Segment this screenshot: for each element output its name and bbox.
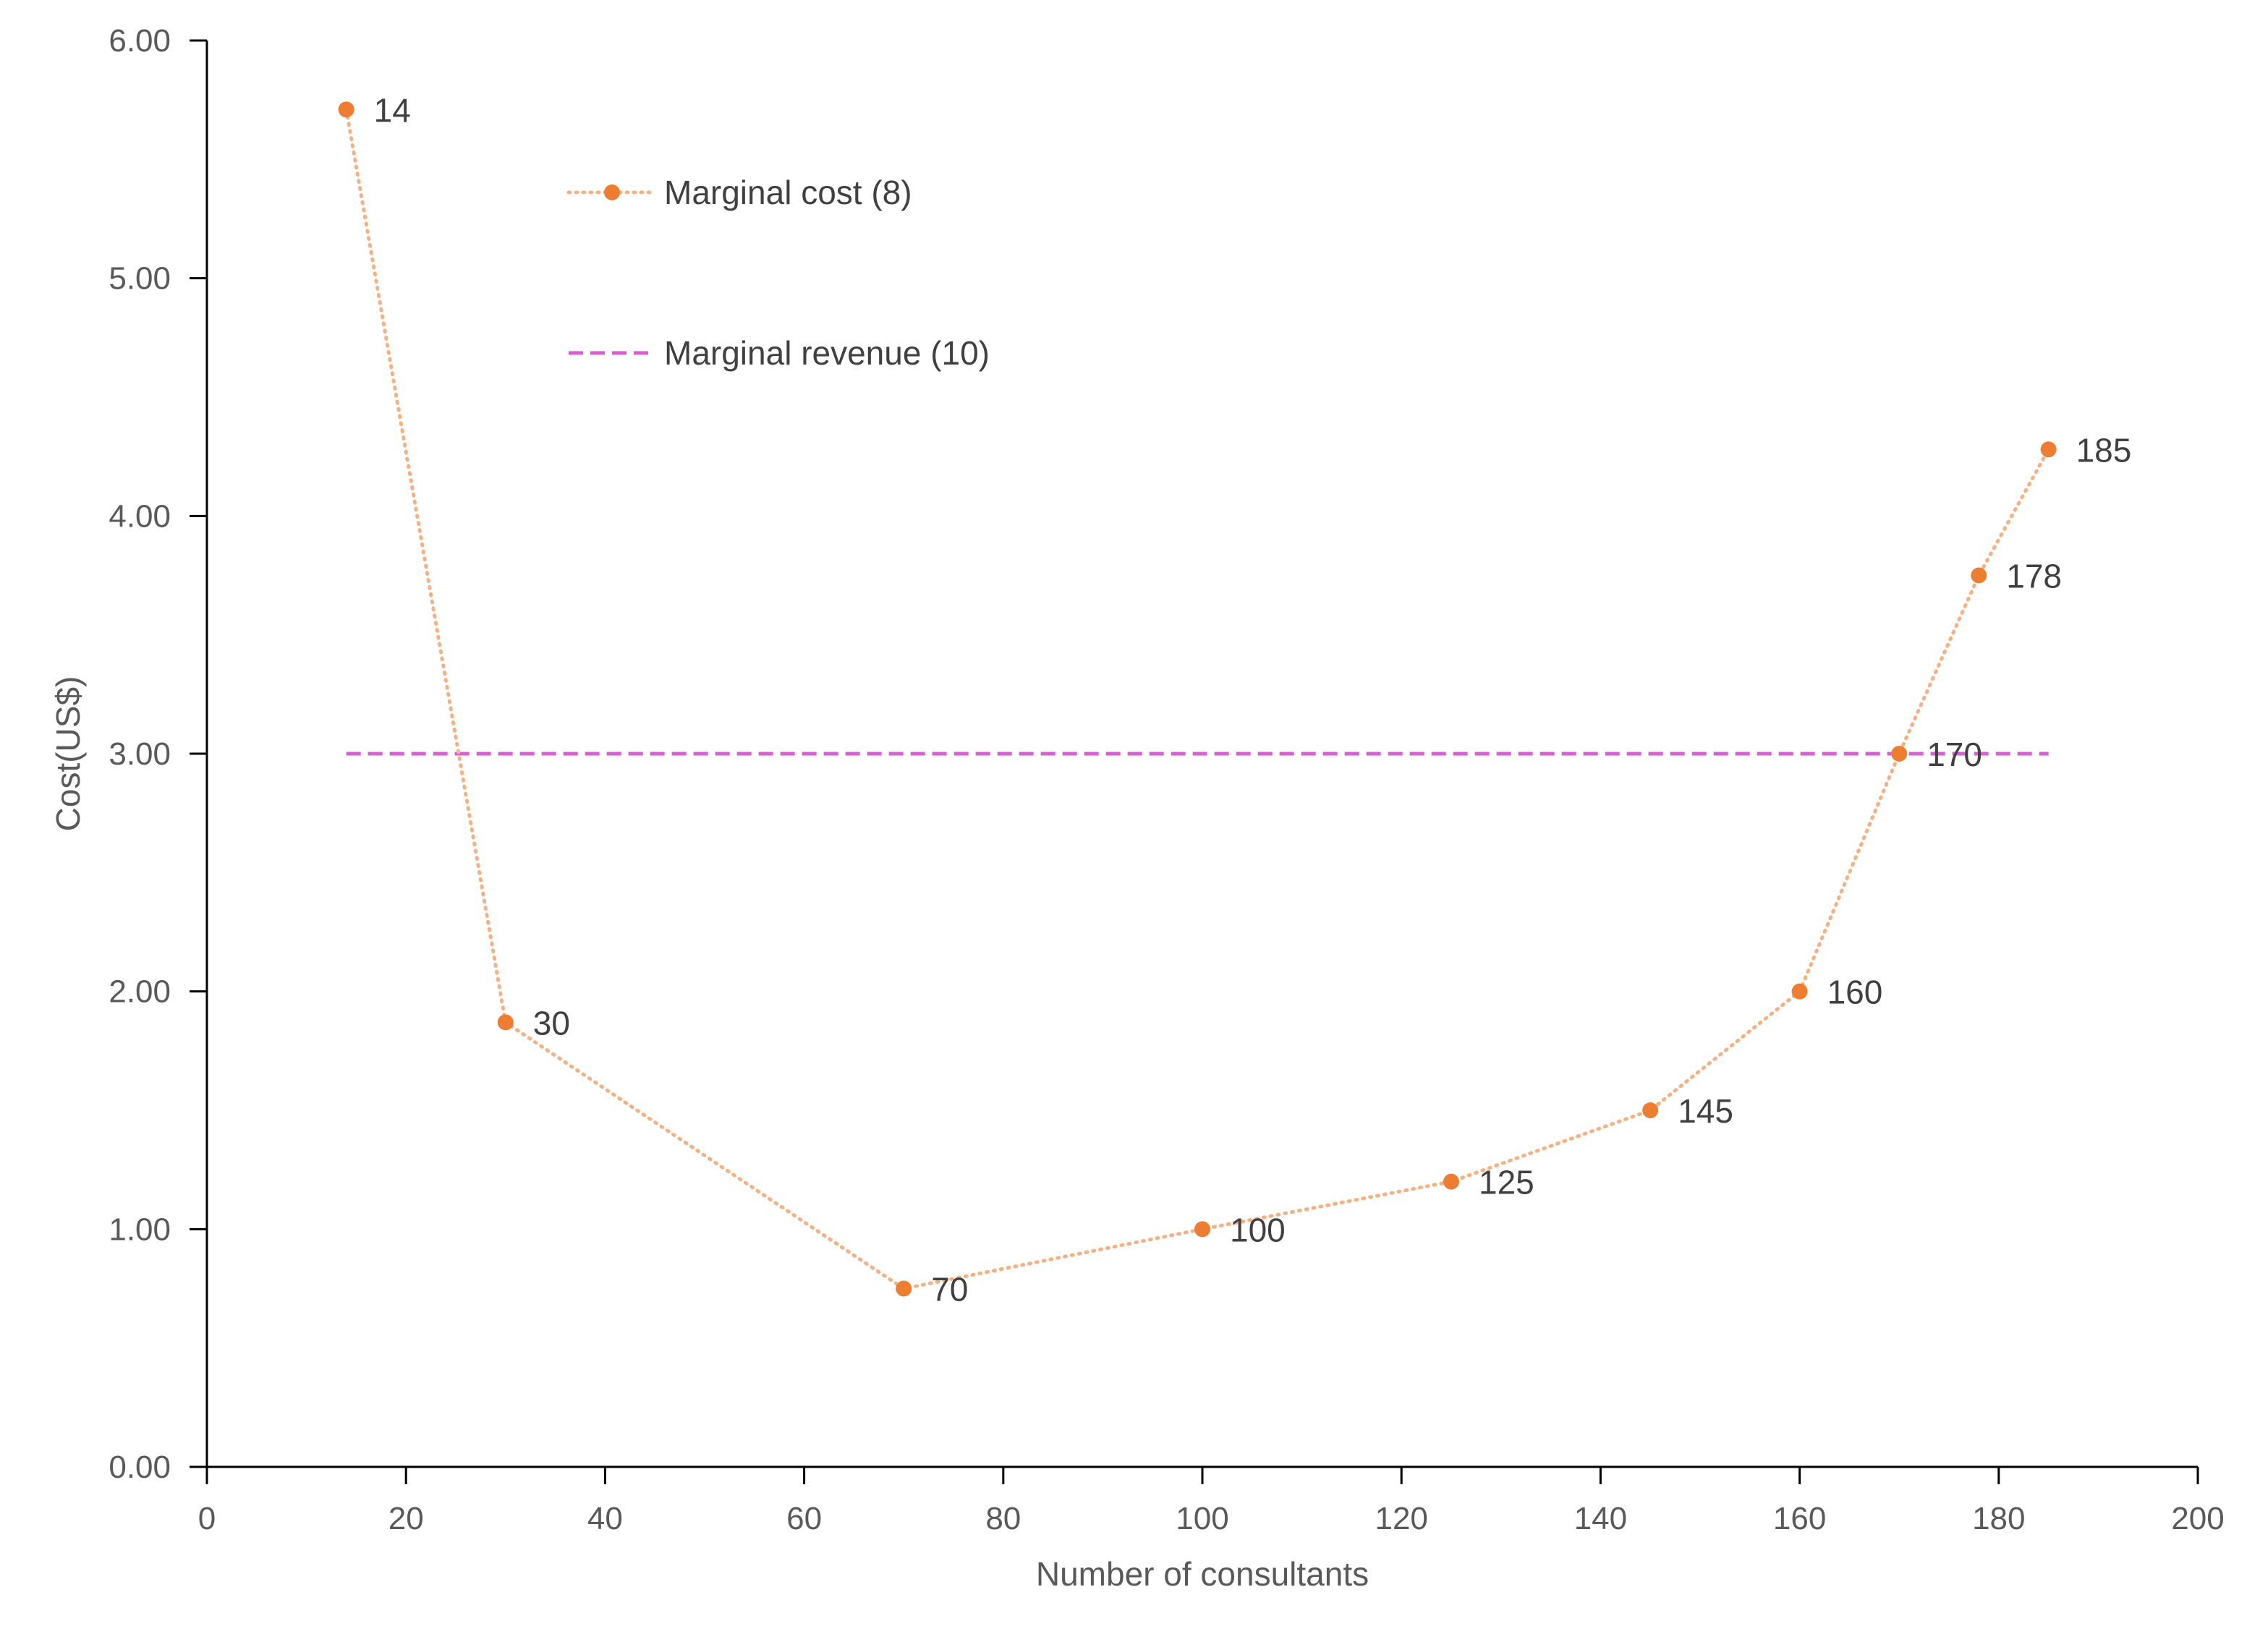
x-tick-label: 180 xyxy=(1972,1501,2025,1536)
data-label-marginal-cost: 185 xyxy=(2076,431,2132,469)
x-tick-label: 60 xyxy=(786,1501,822,1536)
data-point-marginal-cost xyxy=(1194,1221,1210,1238)
data-label-marginal-cost: 70 xyxy=(931,1271,968,1308)
data-point-marginal-cost xyxy=(1443,1173,1459,1190)
y-tick-label: 3.00 xyxy=(109,736,171,772)
data-label-marginal-cost: 30 xyxy=(533,1004,570,1042)
data-label-marginal-cost: 170 xyxy=(1927,736,1982,773)
plot-area: 14 30 70 100 125 145 160 170 178 185 xyxy=(338,91,2132,1308)
data-label-marginal-cost: 160 xyxy=(1827,974,1883,1011)
legend-item-marginal-revenue: Marginal revenue (10) xyxy=(569,334,990,372)
data-label-marginal-cost: 178 xyxy=(2006,558,2062,595)
x-tick-label: 40 xyxy=(587,1501,623,1536)
y-tick-label: 1.00 xyxy=(109,1212,171,1247)
data-point-marginal-cost xyxy=(2040,441,2057,458)
series-line-marginal-cost xyxy=(344,107,2051,1291)
legend-label-marginal-revenue: Marginal revenue (10) xyxy=(664,334,990,372)
x-tick-label: 140 xyxy=(1574,1501,1627,1536)
y-tick-label: 4.00 xyxy=(109,498,171,534)
data-point-marginal-cost xyxy=(1971,567,1987,584)
data-point-marginal-cost xyxy=(896,1280,912,1297)
data-label-marginal-cost: 14 xyxy=(374,91,411,129)
x-tick-label: 0 xyxy=(198,1501,216,1536)
x-axis-ticks: 0 20 40 60 80 100 120 140 160 180 200 xyxy=(198,1467,2225,1536)
legend: Marginal cost (8) Marginal revenue (10) xyxy=(566,174,990,372)
axes: 0.00 1.00 2.00 3.00 4.00 5.00 6.00 0 20 40 60 80 10… xyxy=(49,23,2225,1593)
data-point-marginal-cost xyxy=(497,1014,514,1031)
legend-swatch-marginal-cost-marker xyxy=(604,184,620,200)
data-point-marginal-cost xyxy=(1891,746,1908,762)
legend-item-marginal-cost: Marginal cost (8) xyxy=(566,174,912,211)
x-tick-label: 200 xyxy=(2171,1501,2224,1536)
x-tick-label: 160 xyxy=(1773,1501,1826,1536)
y-tick-label: 5.00 xyxy=(109,261,171,297)
y-axis-title: Cost(US$) xyxy=(49,676,87,832)
data-point-marginal-cost xyxy=(1642,1102,1659,1118)
x-tick-label: 80 xyxy=(985,1501,1021,1536)
x-tick-label: 120 xyxy=(1375,1501,1427,1536)
data-label-marginal-cost: 125 xyxy=(1479,1164,1534,1201)
y-tick-label: 0.00 xyxy=(109,1450,171,1485)
x-tick-label: 100 xyxy=(1176,1501,1228,1536)
y-axis-ticks: 0.00 1.00 2.00 3.00 4.00 5.00 6.00 xyxy=(109,23,207,1485)
data-point-marginal-cost xyxy=(338,101,354,118)
legend-label-marginal-cost: Marginal cost (8) xyxy=(664,174,912,211)
data-label-marginal-cost: 145 xyxy=(1678,1092,1733,1130)
x-tick-label: 20 xyxy=(388,1501,424,1536)
x-axis-title: Number of consultants xyxy=(1036,1555,1369,1593)
data-label-marginal-cost: 100 xyxy=(1230,1211,1286,1248)
y-tick-label: 6.00 xyxy=(109,23,171,59)
data-point-marginal-cost xyxy=(1791,983,1808,1000)
y-tick-label: 2.00 xyxy=(109,974,171,1010)
